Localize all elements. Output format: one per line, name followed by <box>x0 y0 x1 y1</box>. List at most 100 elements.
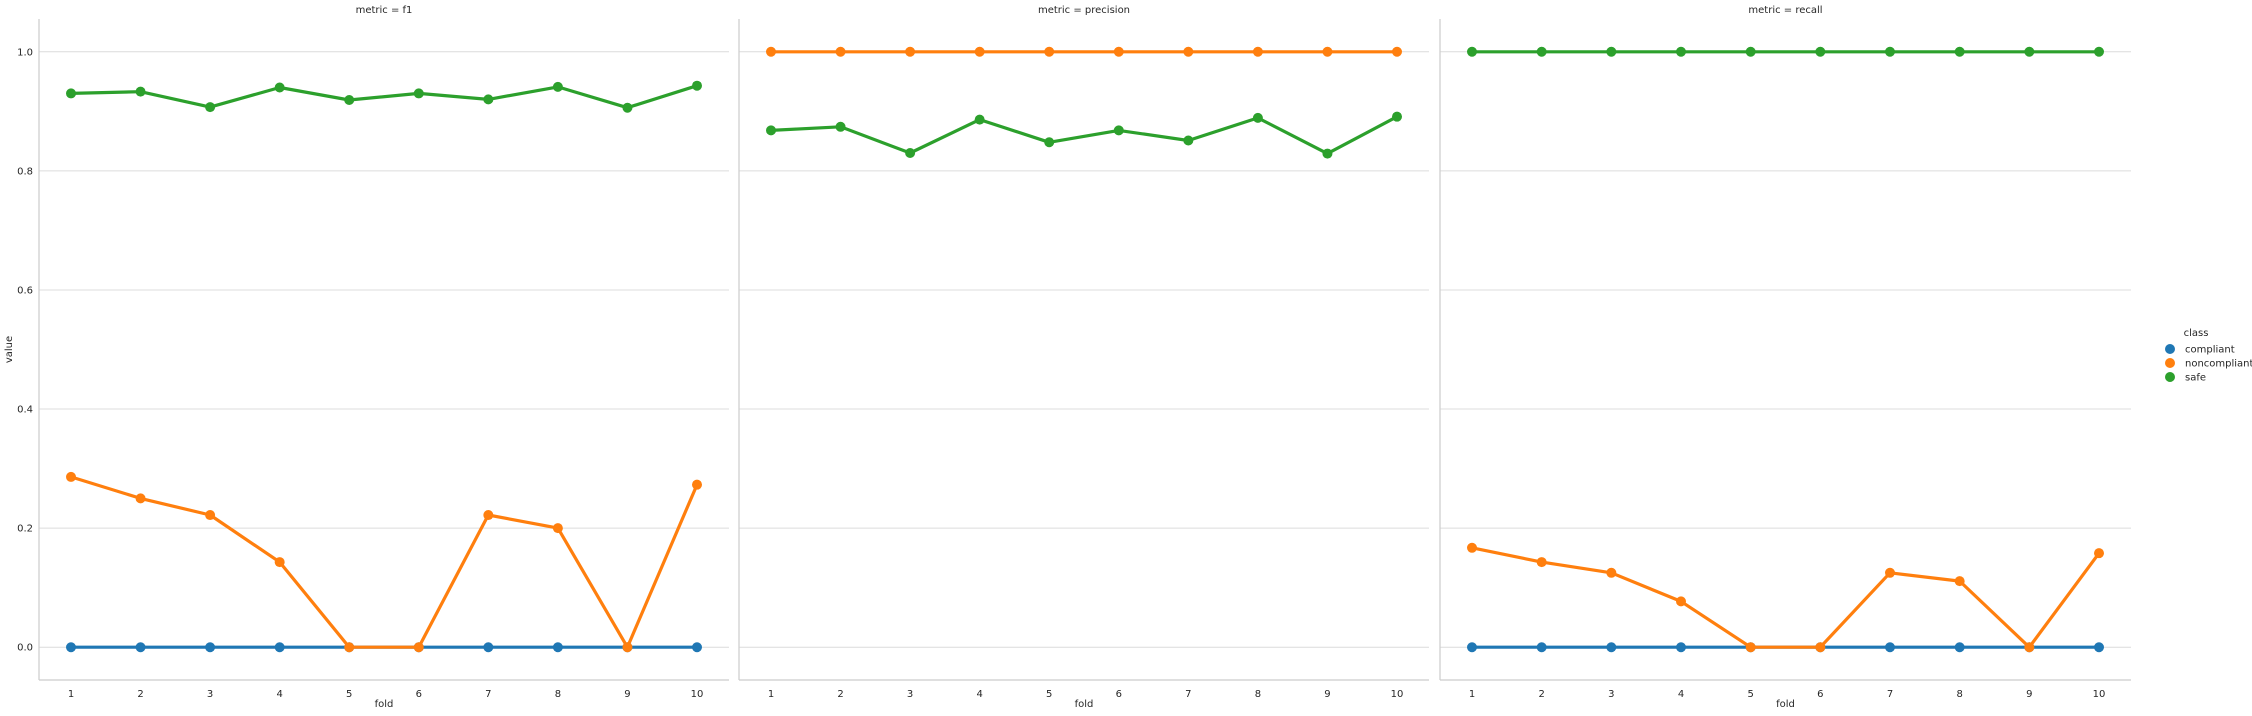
series-line-f1-safe <box>70 84 698 110</box>
data-point-recall-noncompliant-1 <box>1467 542 1477 553</box>
legend-label-safe: safe <box>2185 373 2206 384</box>
data-point-recall-compliant-1 <box>1467 642 1477 653</box>
data-point-precision-noncompliant-10 <box>1392 46 1402 57</box>
data-point-recall-safe-9 <box>2024 46 2035 57</box>
data-point-precision-noncompliant-7 <box>1183 46 1194 57</box>
data-point-f1-compliant-2 <box>135 642 146 653</box>
data-point-f1-safe-3 <box>205 102 216 113</box>
series-line-precision-safe <box>770 115 1398 156</box>
data-point-f1-safe-8 <box>552 81 563 92</box>
data-point-recall-safe-5 <box>1745 46 1756 57</box>
legend-label-compliant: compliant <box>2185 345 2235 356</box>
data-point-precision-noncompliant-2 <box>835 46 846 57</box>
data-point-f1-safe-6 <box>413 88 424 99</box>
x-tick-label-precision: 8 <box>1255 689 1261 700</box>
data-point-recall-compliant-10 <box>2094 642 2104 653</box>
x-tick-label-recall: 7 <box>1887 689 1893 700</box>
legend-label-noncompliant: noncompliant <box>2185 359 2252 370</box>
data-point-f1-noncompliant-2 <box>135 493 146 504</box>
data-point-f1-compliant-1 <box>66 642 76 653</box>
data-point-recall-compliant-4 <box>1676 642 1686 653</box>
data-point-precision-safe-9 <box>1322 148 1333 159</box>
x-tick-label-precision: 9 <box>1324 689 1330 700</box>
data-point-recall-compliant-3 <box>1606 642 1617 653</box>
data-point-f1-safe-4 <box>274 82 285 93</box>
x-tick-label-f1: 3 <box>207 689 213 700</box>
data-point-recall-noncompliant-9 <box>2024 642 2035 653</box>
data-point-f1-noncompliant-8 <box>552 523 563 534</box>
data-point-precision-safe-7 <box>1183 135 1194 146</box>
data-point-f1-noncompliant-3 <box>205 510 216 521</box>
data-point-precision-safe-8 <box>1252 112 1263 123</box>
x-tick-label-recall: 6 <box>1817 689 1823 700</box>
facet-title-f1: metric = f1 <box>356 5 413 16</box>
data-point-recall-noncompliant-10 <box>2094 548 2104 559</box>
data-point-recall-compliant-2 <box>1536 642 1547 653</box>
data-point-recall-safe-8 <box>1954 46 1965 57</box>
y-tick-label: 0.6 <box>17 285 33 296</box>
data-point-f1-safe-2 <box>135 86 146 97</box>
x-tick-label-f1: 9 <box>624 689 630 700</box>
x-tick-label-precision: 7 <box>1185 689 1191 700</box>
data-point-recall-safe-10 <box>2094 46 2104 57</box>
data-point-f1-safe-10 <box>692 80 702 91</box>
data-point-recall-safe-2 <box>1536 46 1547 57</box>
legend-marker-safe <box>2165 372 2175 382</box>
data-point-precision-noncompliant-9 <box>1322 46 1333 57</box>
data-point-recall-noncompliant-3 <box>1606 567 1617 578</box>
x-tick-label-f1: 6 <box>416 689 422 700</box>
data-point-f1-safe-5 <box>344 94 355 105</box>
data-point-f1-compliant-8 <box>552 642 563 653</box>
data-point-precision-safe-5 <box>1044 137 1055 148</box>
data-point-f1-safe-9 <box>622 102 633 113</box>
data-point-recall-noncompliant-4 <box>1676 596 1686 607</box>
x-tick-label-precision: 2 <box>837 689 843 700</box>
data-point-precision-noncompliant-5 <box>1044 46 1055 57</box>
data-point-recall-compliant-7 <box>1885 642 1895 653</box>
data-point-f1-safe-7 <box>483 94 494 105</box>
data-point-f1-compliant-10 <box>692 642 702 653</box>
data-point-recall-safe-6 <box>1815 46 1826 57</box>
facet-title-recall: metric = recall <box>1748 5 1822 16</box>
data-point-f1-noncompliant-6 <box>413 642 424 653</box>
data-point-precision-noncompliant-1 <box>766 46 776 57</box>
x-tick-label-recall: 9 <box>2026 689 2032 700</box>
x-tick-label-recall: 10 <box>2093 689 2106 700</box>
y-axis-label: value <box>4 336 15 363</box>
data-point-precision-noncompliant-4 <box>974 46 985 57</box>
data-point-f1-safe-1 <box>66 88 76 99</box>
y-tick-label: 0.2 <box>17 524 33 535</box>
x-tick-label-precision: 5 <box>1046 689 1052 700</box>
data-point-precision-safe-6 <box>1113 125 1124 136</box>
x-tick-label-precision: 3 <box>907 689 913 700</box>
x-tick-label-f1: 2 <box>137 689 143 700</box>
facet-title-precision: metric = precision <box>1038 5 1130 16</box>
data-point-precision-noncompliant-8 <box>1252 46 1263 57</box>
data-point-recall-noncompliant-5 <box>1745 642 1756 653</box>
x-tick-label-precision: 6 <box>1116 689 1122 700</box>
y-tick-label: 1.0 <box>17 47 33 58</box>
x-tick-label-recall: 1 <box>1469 689 1475 700</box>
data-point-recall-safe-3 <box>1606 46 1617 57</box>
x-tick-label-f1: 4 <box>276 689 282 700</box>
x-tick-label-recall: 8 <box>1956 689 1962 700</box>
data-point-precision-safe-4 <box>974 114 985 125</box>
data-point-precision-safe-3 <box>905 147 916 158</box>
x-tick-label-f1: 7 <box>485 689 491 700</box>
data-point-f1-compliant-3 <box>205 642 216 653</box>
data-point-f1-noncompliant-7 <box>483 510 494 521</box>
legend-marker-compliant <box>2165 344 2175 354</box>
x-tick-label-f1: 10 <box>691 689 704 700</box>
x-tick-label-precision: 4 <box>976 689 982 700</box>
data-point-recall-safe-4 <box>1676 46 1686 57</box>
x-axis-label-precision: fold <box>1075 699 1094 710</box>
data-point-recall-noncompliant-2 <box>1536 557 1547 568</box>
data-point-f1-compliant-7 <box>483 642 494 653</box>
data-point-f1-noncompliant-9 <box>622 642 633 653</box>
data-point-precision-noncompliant-6 <box>1113 46 1124 57</box>
x-tick-label-precision: 1 <box>768 689 774 700</box>
legend-marker-noncompliant <box>2165 358 2175 368</box>
data-point-recall-compliant-8 <box>1954 642 1965 653</box>
data-point-precision-safe-1 <box>766 125 776 136</box>
